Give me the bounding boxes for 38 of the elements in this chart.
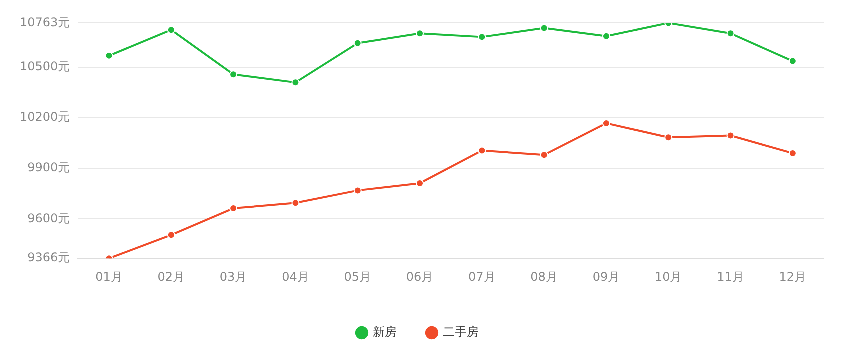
point <box>230 70 238 79</box>
point <box>664 134 673 142</box>
point <box>292 78 300 87</box>
point <box>354 186 362 195</box>
point <box>105 52 114 60</box>
y-tick-label: 9600元 <box>28 211 70 226</box>
y-tick-label: 10763元 <box>20 15 70 30</box>
point <box>478 146 486 155</box>
point <box>354 39 362 48</box>
y-tick-label: 9366元 <box>28 250 70 265</box>
x-tick-label: 07月 <box>468 270 496 284</box>
point <box>416 30 424 38</box>
legend-label: 新房 <box>373 325 397 340</box>
point <box>167 231 176 240</box>
y-tick-label: 10200元 <box>20 110 70 124</box>
x-tick-label: 08月 <box>530 270 558 284</box>
point <box>726 30 735 38</box>
point <box>788 57 797 66</box>
x-tick-label: 03月 <box>220 270 248 284</box>
y-tick-label: 10500元 <box>20 60 70 74</box>
point <box>167 26 176 34</box>
point <box>602 32 610 40</box>
x-tick-label: 09月 <box>592 270 620 284</box>
point <box>478 33 486 42</box>
y-tick-label: 9900元 <box>28 160 70 175</box>
x-tick-label: 05月 <box>344 270 372 284</box>
x-tick-label: 11月 <box>717 270 744 284</box>
x-tick-label: 02月 <box>158 270 186 284</box>
point <box>540 24 548 32</box>
legend-label: 二手房 <box>443 325 479 340</box>
x-tick-label: 01月 <box>96 270 123 284</box>
x-tick-label: 04月 <box>282 270 310 284</box>
point <box>726 132 735 140</box>
x-tick-label: 12月 <box>779 270 807 284</box>
point <box>292 199 300 208</box>
x-tick-label: 06月 <box>406 270 434 284</box>
point <box>540 151 548 160</box>
x-tick-label: 10月 <box>654 270 682 284</box>
